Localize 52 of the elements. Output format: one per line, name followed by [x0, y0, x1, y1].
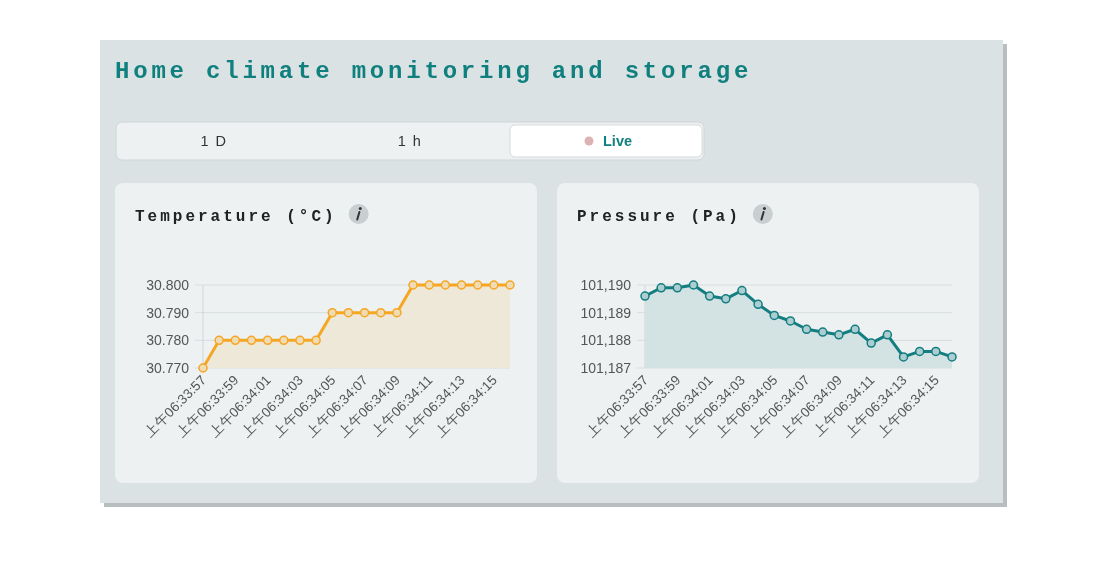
point: [753, 299, 763, 310]
point: [246, 335, 257, 346]
point: [456, 280, 467, 290]
point: [392, 307, 402, 318]
point: [817, 327, 828, 337]
point: [279, 335, 289, 346]
point: [505, 280, 515, 290]
point: [472, 280, 483, 290]
point: [359, 307, 370, 318]
y-tick-label: 30.800: [146, 277, 190, 293]
chart-title: Pressure (Pa): [577, 208, 741, 226]
point: [198, 363, 208, 373]
point: [408, 280, 418, 290]
point: [295, 335, 305, 346]
y-tick-label: 30.790: [146, 304, 190, 321]
point: [882, 330, 893, 340]
point: [327, 307, 338, 318]
text: Home climate monitoring and storage: [115, 58, 753, 85]
point: [737, 285, 747, 296]
y-tick-label: 101,187: [580, 360, 632, 376]
point: [850, 324, 860, 335]
point: [769, 310, 780, 321]
point: [375, 307, 386, 318]
y-tick-label: 101,190: [580, 277, 632, 293]
y-tick-label: 30.770: [146, 360, 190, 376]
point: [688, 280, 699, 290]
point: [214, 335, 224, 346]
point: [704, 291, 715, 301]
y-tick-label: 30.780: [146, 332, 190, 349]
point: [230, 335, 241, 346]
point: [931, 346, 941, 357]
point: [424, 280, 434, 290]
chart-title: Temperature (°C): [135, 208, 337, 226]
point: [440, 280, 451, 290]
point: [721, 294, 731, 304]
point: [343, 307, 354, 318]
y-tick-label: 101,189: [580, 304, 632, 321]
y-tick-label: 101,188: [580, 332, 632, 349]
point: [785, 316, 796, 326]
point: [489, 280, 499, 290]
point: [640, 291, 650, 301]
point: [834, 330, 844, 340]
point: [866, 338, 876, 348]
point: [801, 324, 812, 335]
point: [672, 283, 683, 293]
button: Live: [509, 124, 703, 158]
point: [262, 335, 273, 346]
point: [898, 352, 909, 362]
point: [656, 283, 666, 293]
point: [914, 346, 925, 357]
point: [311, 335, 321, 346]
point: [947, 352, 957, 362]
